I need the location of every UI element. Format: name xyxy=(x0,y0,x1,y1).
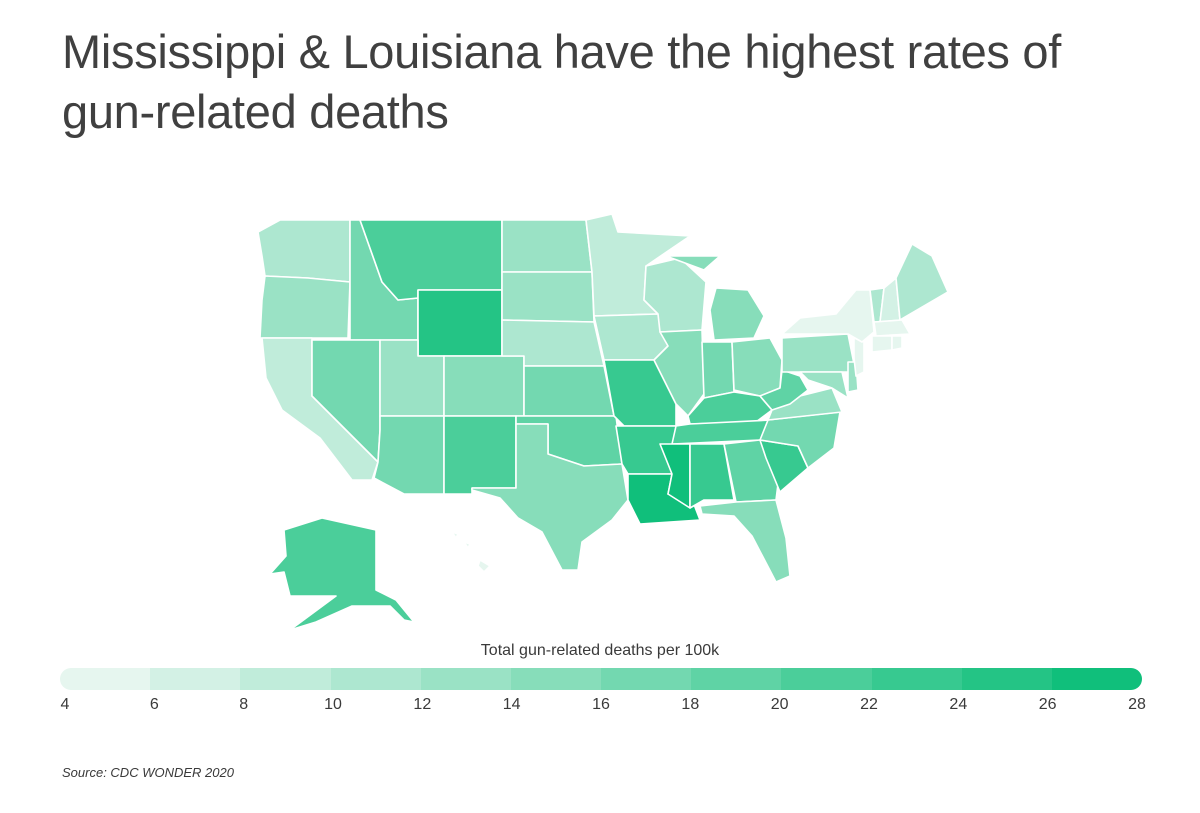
legend-bin xyxy=(1051,668,1142,690)
legend-tick-label: 14 xyxy=(502,696,521,713)
legend-tick-label: 28 xyxy=(1128,696,1146,713)
state-alaska[interactable] xyxy=(269,517,415,631)
state-washington[interactable] xyxy=(257,219,351,283)
state-arizona[interactable] xyxy=(373,415,445,495)
state-illinois[interactable] xyxy=(653,329,705,417)
state-west-virginia[interactable] xyxy=(759,369,809,411)
state-wyoming[interactable] xyxy=(417,289,503,357)
state-rhode-island[interactable] xyxy=(891,335,903,351)
legend-tick-label: 4 xyxy=(60,696,70,713)
legend-title: Total gun-related deaths per 100k xyxy=(480,642,720,659)
state-michigan[interactable] xyxy=(665,255,765,341)
state-alabama[interactable] xyxy=(689,443,735,509)
legend-tick-label: 20 xyxy=(770,696,789,713)
legend-bin xyxy=(420,668,511,690)
state-massachusetts[interactable] xyxy=(873,319,911,337)
legend-tick-label: 18 xyxy=(681,696,700,713)
legend-bin xyxy=(510,668,602,690)
state-new-jersey[interactable] xyxy=(853,337,865,377)
state-new-york[interactable] xyxy=(781,289,875,343)
state-kansas[interactable] xyxy=(523,365,615,417)
legend-tick-label: 8 xyxy=(239,696,249,713)
state-maine[interactable] xyxy=(895,243,949,321)
legend-bin xyxy=(871,668,962,690)
state-florida[interactable] xyxy=(699,499,791,583)
source-note: Source: CDC WONDER 2020 xyxy=(62,765,234,780)
legend-bin xyxy=(691,668,782,690)
legend-tick-label: 26 xyxy=(1038,696,1057,713)
state-iowa[interactable] xyxy=(593,313,669,361)
state-oregon[interactable] xyxy=(259,275,351,339)
state-pennsylvania[interactable] xyxy=(781,333,855,373)
legend-bin xyxy=(601,668,692,690)
state-south-dakota[interactable] xyxy=(501,271,595,323)
state-maryland[interactable] xyxy=(799,371,849,399)
legend-ticks: 4 6 8 10 12 14 16 18 20 22 24 26 28 xyxy=(0,696,1200,720)
legend-tick-label: 22 xyxy=(860,696,878,713)
legend-bin xyxy=(961,668,1052,690)
state-north-dakota[interactable] xyxy=(501,219,593,273)
legend-bin xyxy=(781,668,872,690)
state-colorado[interactable] xyxy=(443,355,525,417)
state-new-mexico[interactable] xyxy=(443,415,517,495)
state-hawaii[interactable] xyxy=(451,531,491,573)
legend-tick-label: 6 xyxy=(149,696,159,713)
state-texas[interactable] xyxy=(471,423,629,571)
state-mississippi[interactable] xyxy=(659,443,691,509)
legend-color-scale xyxy=(60,668,1142,690)
legend-bin xyxy=(150,668,241,690)
state-ohio[interactable] xyxy=(731,337,783,397)
legend-bin xyxy=(240,668,331,690)
state-connecticut[interactable] xyxy=(871,335,893,353)
legend-bin xyxy=(330,668,421,690)
legend-tick-label: 12 xyxy=(413,696,432,713)
legend-tick-label: 10 xyxy=(324,696,342,713)
legend-tick-label: 24 xyxy=(949,696,968,713)
page-title: Mississippi & Louisiana have the highest… xyxy=(62,25,1061,138)
legend-bin xyxy=(60,668,151,690)
legend-tick-label: 16 xyxy=(592,696,610,713)
state-indiana[interactable] xyxy=(701,341,735,399)
